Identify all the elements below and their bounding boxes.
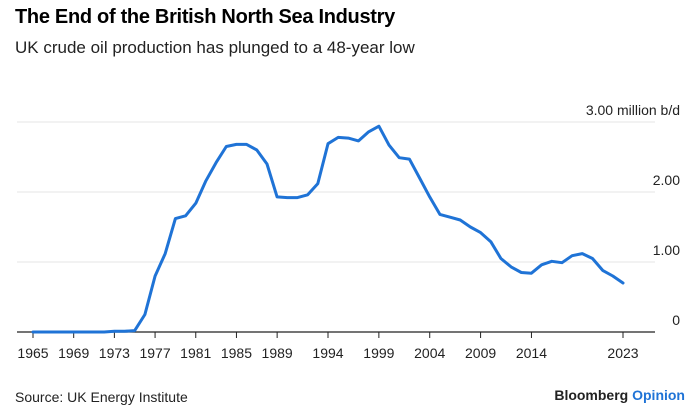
x-tick-label: 1994 bbox=[312, 345, 343, 361]
source-note: Source: UK Energy Institute bbox=[15, 389, 188, 405]
x-tick-label: 1973 bbox=[99, 345, 130, 361]
series-line bbox=[31, 124, 625, 334]
x-tick-label: 1989 bbox=[262, 345, 293, 361]
x-tick-label: 1969 bbox=[58, 345, 89, 361]
brand-name: Bloomberg bbox=[554, 387, 629, 403]
y-tick-label: 2.00 bbox=[653, 172, 680, 188]
chart-subtitle: UK crude oil production has plunged to a… bbox=[15, 38, 415, 57]
x-tick-label: 1965 bbox=[17, 345, 48, 361]
chart-title: The End of the British North Sea Industr… bbox=[15, 6, 395, 28]
x-tick-label: 1985 bbox=[221, 345, 252, 361]
x-tick-label: 1999 bbox=[363, 345, 394, 361]
x-tick-label: 2023 bbox=[607, 345, 638, 361]
brand-suffix: Opinion bbox=[632, 387, 685, 403]
x-tick-label: 2014 bbox=[516, 345, 547, 361]
y-tick-label: 1.00 bbox=[653, 242, 680, 258]
x-tick-label: 2009 bbox=[465, 345, 496, 361]
x-tick-label: 1981 bbox=[180, 345, 211, 361]
x-tick-label: 2004 bbox=[414, 345, 445, 361]
y-tick-label: 0 bbox=[672, 312, 680, 328]
y-tick-label: 3.00 million b/d bbox=[586, 102, 680, 118]
brand-logo: Bloomberg Opinion bbox=[554, 387, 685, 403]
x-tick-label: 1977 bbox=[139, 345, 170, 361]
